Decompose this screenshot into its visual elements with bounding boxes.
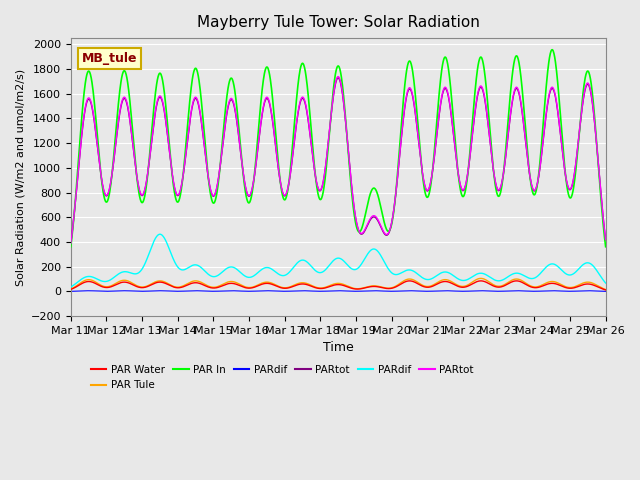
- Y-axis label: Solar Radiation (W/m2 and umol/m2/s): Solar Radiation (W/m2 and umol/m2/s): [15, 69, 25, 286]
- X-axis label: Time: Time: [323, 341, 353, 354]
- Legend: PAR Water, PAR Tule, PAR In, PARdif, PARtot, PARdif, PARtot: PAR Water, PAR Tule, PAR In, PARdif, PAR…: [86, 361, 477, 395]
- Title: Mayberry Tule Tower: Solar Radiation: Mayberry Tule Tower: Solar Radiation: [196, 15, 479, 30]
- Text: MB_tule: MB_tule: [81, 52, 137, 65]
